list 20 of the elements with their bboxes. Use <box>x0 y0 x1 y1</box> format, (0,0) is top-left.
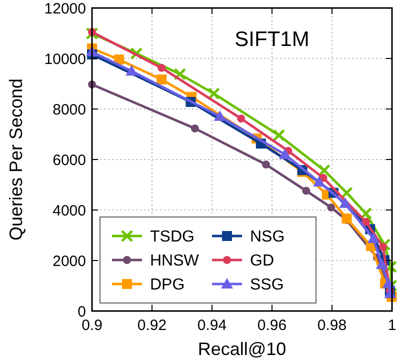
legend-label: DPG <box>150 276 185 294</box>
legend-label: TSDG <box>150 228 194 246</box>
legend-label: GD <box>250 252 274 270</box>
y-tick-label: 4000 <box>52 202 86 220</box>
y-tick-label: 10000 <box>44 50 86 68</box>
x-tick-label: 0.98 <box>317 317 347 334</box>
legend-label: HNSW <box>150 252 200 270</box>
x-tick-label: 0.92 <box>137 317 167 334</box>
x-axis-title: Recall@10 <box>198 339 286 359</box>
x-tick-label: 1 <box>388 317 396 334</box>
x-tick-label: 0.96 <box>257 317 287 334</box>
y-tick-label: 8000 <box>52 101 86 118</box>
y-tick-label: 12000 <box>44 0 86 18</box>
legend-label: NSG <box>250 228 285 246</box>
y-tick-label: 2000 <box>52 252 86 270</box>
text: SIFT1M <box>234 28 310 51</box>
y-axis-title: Queries Per Second <box>6 78 26 241</box>
x-tick-label: 0.94 <box>197 317 227 334</box>
y-tick-label: 6000 <box>52 152 86 169</box>
legend-label: SSG <box>250 276 284 294</box>
